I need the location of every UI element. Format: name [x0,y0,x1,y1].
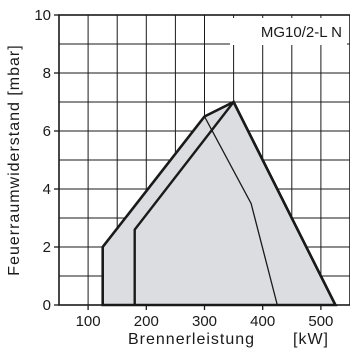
model-label-background [230,18,347,45]
x-tick-label: 500 [308,313,333,330]
y-axis-title: Feuerraumwiderstand [mbar] [6,44,23,275]
y-tick-label: 10 [34,7,51,24]
series-inner-field [133,99,337,306]
y-tick-label: 4 [43,181,51,198]
x-axis-title: Brennerleistung [128,331,255,348]
x-tick-label: 200 [134,313,159,330]
model-label: MG10/2-L N [261,24,342,41]
ticks [54,14,322,310]
x-tick-label: 400 [250,313,275,330]
x-tick-label: 300 [192,313,217,330]
series-outer-field [101,100,338,307]
y-tick-label: 8 [43,65,51,82]
tick-labels: 100 200 300 400 500 0 2 4 6 8 10 [34,7,333,330]
x-tick-label: 100 [76,313,101,330]
y-tick-label: 6 [43,123,51,140]
series-layer [101,99,338,307]
y-tick-label: 0 [43,297,51,314]
series-line [203,116,278,306]
y-tick-label: 2 [43,239,51,256]
x-axis-unit: [kW] [293,331,329,348]
